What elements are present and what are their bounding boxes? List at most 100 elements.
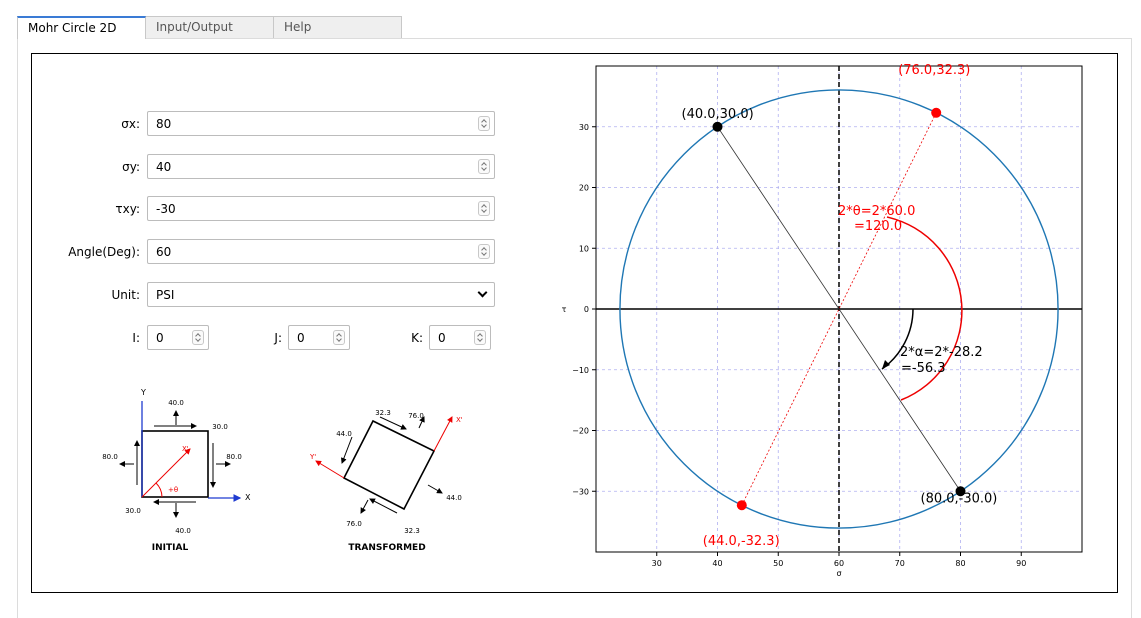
sx-spinner[interactable] [478, 116, 490, 131]
point-label: (40.0,30.0) [682, 107, 754, 122]
two-theta-annotation-line1: 2*θ=2*60.0 [838, 204, 915, 219]
transformed-square [342, 419, 436, 511]
y-tick-label: 10 [579, 244, 589, 253]
content-frame [31, 53, 1118, 593]
stress-element-diagrams: Y X X' +θ 40.0 40.0 80.0 80.0 30.0 30.0 … [102, 388, 463, 553]
t-bottom-shear-arrow [369, 498, 398, 514]
theta-label: +θ [168, 486, 178, 494]
initial-shear-left-value: 30.0 [125, 507, 141, 515]
t-bottom-a-value: 76.0 [346, 520, 362, 528]
sx-input[interactable]: 80 [147, 111, 495, 136]
k-input[interactable]: 0 [429, 325, 491, 350]
i-spinner[interactable] [192, 330, 204, 345]
i-value: 0 [156, 331, 164, 345]
tab-input-output[interactable]: Input/Output [145, 16, 274, 39]
initial-bottom-value: 40.0 [175, 527, 191, 535]
t-bottom-b-value: 32.3 [404, 527, 420, 535]
angle-input[interactable]: 60 [147, 239, 495, 264]
t-top-normal-arrow [418, 416, 425, 429]
transformed-caption: TRANSFORMED [348, 543, 425, 553]
tab-bar: Mohr Circle 2D Input/Output Help [17, 16, 403, 39]
yprime-label: Y' [309, 453, 316, 461]
angle-label: Angle(Deg): [68, 245, 140, 259]
j-label: J: [274, 331, 282, 345]
tab-help[interactable]: Help [273, 16, 402, 39]
xprime-axis-arrow-2 [433, 416, 453, 452]
x-tick-label: 90 [1016, 559, 1026, 568]
x-axis-label: σ [836, 569, 841, 578]
initial-caption: INITIAL [152, 543, 189, 553]
chevron-down-icon [477, 287, 488, 298]
x-tick-label: 30 [652, 559, 662, 568]
xprime-label: X' [182, 445, 189, 453]
i-input[interactable]: 0 [147, 325, 209, 350]
t-bottom-normal-arrow [360, 499, 369, 514]
tab-mohr-circle-2d[interactable]: Mohr Circle 2D [17, 16, 146, 39]
k-value: 0 [438, 331, 446, 345]
y-tick-label: −20 [572, 427, 589, 436]
t-right-value: 44.0 [446, 494, 462, 502]
angle-spinner[interactable] [478, 244, 490, 259]
y-tick-label: −30 [572, 487, 589, 496]
point-label: (44.0,-32.3) [703, 534, 780, 549]
j-spinner[interactable] [333, 330, 345, 345]
k-label: K: [411, 331, 423, 345]
i-label: I: [132, 331, 140, 345]
initial-left-value: 80.0 [102, 453, 118, 461]
sy-spinner[interactable] [478, 159, 490, 174]
two-alpha-arrowhead [882, 360, 890, 369]
data-point [736, 500, 747, 511]
sy-label: σy: [122, 160, 140, 174]
initial-right-value: 80.0 [226, 453, 242, 461]
t-left-value: 44.0 [336, 430, 352, 438]
t-top-a-value: 32.3 [375, 409, 391, 417]
j-value: 0 [297, 331, 305, 345]
angle-value: 60 [156, 245, 172, 259]
txy-label: τxy: [115, 202, 140, 216]
point-label: (80.0,-30.0) [921, 491, 998, 506]
sy-input[interactable]: 40 [147, 154, 495, 179]
two-theta-arc [886, 216, 963, 401]
t-top-shear-arrow [379, 416, 407, 430]
unit-label: Unit: [111, 288, 140, 302]
y-tick-label: 20 [579, 184, 589, 193]
x-tick-label: 80 [955, 559, 965, 568]
y-tick-label: 0 [584, 305, 589, 314]
two-alpha-arc [881, 308, 914, 370]
transformed-element: X' Y' 32.3 76.0 44.0 44.0 76.0 32.3 TRAN… [309, 409, 463, 553]
transformed-diameter [741, 112, 937, 506]
theta-arc [155, 482, 163, 498]
xprime-axis-arrow [141, 448, 191, 498]
x-tick-label: 40 [712, 559, 722, 568]
y-tick-label: 30 [579, 123, 589, 132]
t-left-shear-arrow [340, 436, 353, 464]
sx-value: 80 [156, 117, 172, 131]
unit-value: PSI [156, 288, 175, 302]
initial-diameter [717, 126, 961, 492]
x-axis-label: X [245, 493, 251, 502]
data-point [712, 121, 723, 132]
initial-shear-right-value: 30.0 [212, 423, 228, 431]
two-alpha-annotation-line1: 2*α=2*-28.2 [900, 345, 983, 360]
xprime-label-2: X' [456, 416, 463, 424]
two-theta-annotation-line2: =120.0 [854, 219, 902, 234]
unit-select[interactable]: PSI [147, 282, 495, 307]
txy-spinner[interactable] [478, 201, 490, 216]
y-axis-label: Y [140, 388, 146, 397]
y-tick-label: −10 [572, 366, 589, 375]
j-input[interactable]: 0 [288, 325, 350, 350]
k-spinner[interactable] [474, 330, 486, 345]
two-alpha-annotation-line2: =-56.3 [901, 361, 946, 376]
sy-value: 40 [156, 160, 172, 174]
y-axis-label: τ [562, 305, 567, 314]
yprime-axis-arrow [315, 460, 345, 479]
x-tick-label: 50 [773, 559, 783, 568]
t-top-b-value: 76.0 [408, 412, 424, 420]
x-tick-label: 70 [895, 559, 905, 568]
t-right-normal-arrow [427, 484, 443, 494]
x-tick-label: 60 [834, 559, 844, 568]
sx-label: σx: [121, 117, 140, 131]
mohr-circle [619, 89, 1059, 529]
txy-input[interactable]: -30 [147, 196, 495, 221]
txy-value: -30 [156, 202, 176, 216]
